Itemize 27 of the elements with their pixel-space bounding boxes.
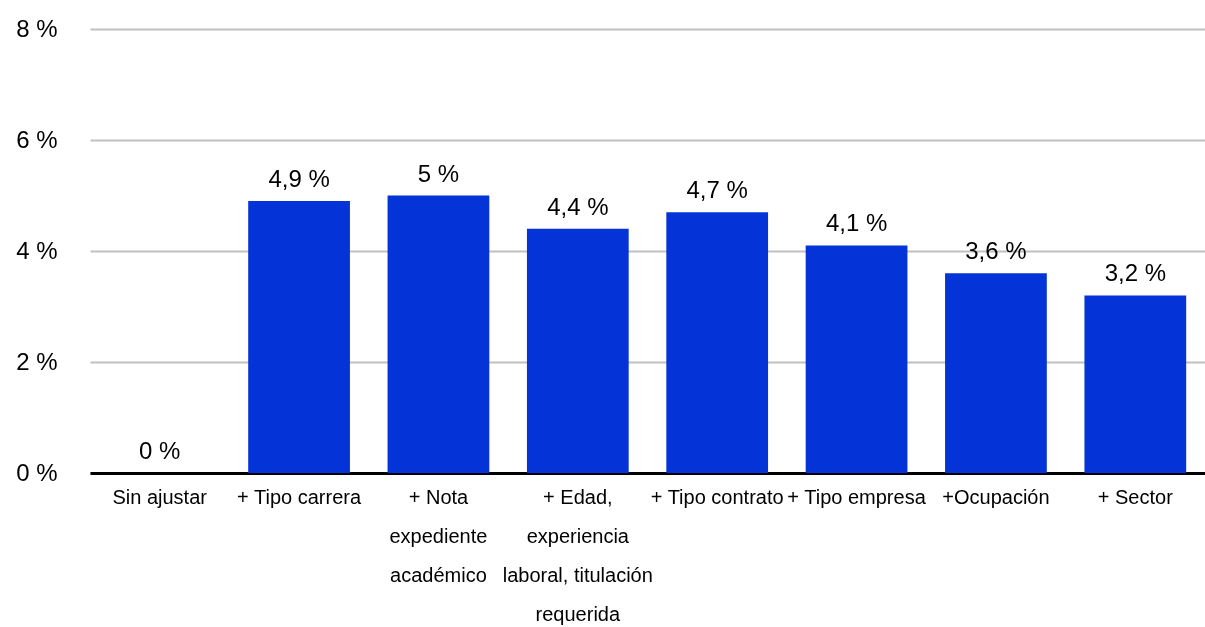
x-tick-label: + Tipo carrera bbox=[237, 485, 362, 508]
x-tick-label: + Tipo contrato bbox=[650, 485, 784, 508]
x-tick-label: + Tipo empresa bbox=[787, 485, 927, 508]
data-label: 4,1 % bbox=[825, 209, 888, 237]
x-tick-label: + Sector bbox=[1097, 485, 1174, 508]
bar bbox=[387, 195, 490, 473]
bar bbox=[945, 273, 1047, 473]
bar bbox=[666, 212, 769, 473]
bar bbox=[1084, 295, 1187, 473]
data-label: 4,7 % bbox=[686, 176, 748, 204]
y-tick-label: 8 % bbox=[16, 14, 58, 42]
data-label: 4,4 % bbox=[547, 192, 609, 220]
y-tick-label: 4 % bbox=[16, 236, 58, 264]
bar bbox=[526, 228, 629, 473]
data-label: 5 % bbox=[417, 159, 460, 187]
data-label: 3,6 % bbox=[965, 237, 1027, 265]
x-tick-label: Sin ajustar bbox=[112, 485, 208, 508]
bar bbox=[805, 245, 908, 473]
data-label: 3,2 % bbox=[1104, 259, 1166, 287]
data-label: 0 % bbox=[139, 437, 181, 464]
bar bbox=[248, 201, 350, 473]
x-tick-label: +Ocupación bbox=[942, 485, 1050, 508]
data-label: 4,9 % bbox=[268, 165, 330, 193]
y-tick-label: 6 % bbox=[16, 125, 58, 153]
y-tick-label: 2 % bbox=[16, 347, 58, 375]
x-tick-label: + Nota expediente académico bbox=[389, 485, 488, 586]
y-tick-label: 0 % bbox=[16, 458, 58, 486]
